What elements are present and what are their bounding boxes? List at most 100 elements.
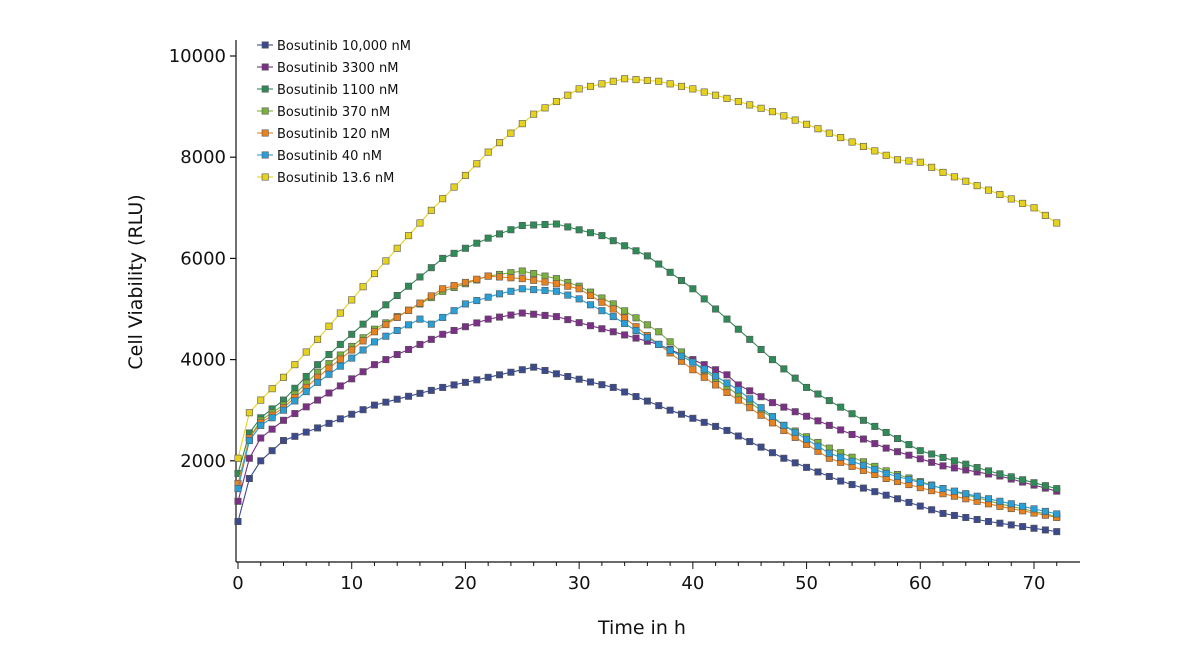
data-point <box>564 316 572 324</box>
data-point <box>632 334 640 342</box>
data-point <box>587 82 595 90</box>
legend-marker <box>261 85 269 93</box>
data-point <box>507 226 515 234</box>
data-point <box>723 94 731 102</box>
data-point <box>348 330 356 338</box>
data-point <box>473 376 481 384</box>
data-point <box>666 346 674 354</box>
data-point <box>575 226 583 234</box>
data-point <box>484 234 492 242</box>
data-point <box>587 229 595 237</box>
data-point <box>677 277 685 285</box>
data-point <box>302 428 310 436</box>
data-point <box>541 220 549 228</box>
data-point <box>746 101 754 109</box>
data-point <box>507 287 515 295</box>
data-point <box>825 129 833 137</box>
data-point <box>575 319 583 327</box>
data-point <box>791 374 799 382</box>
data-point <box>507 274 515 282</box>
data-point <box>530 110 538 118</box>
data-point <box>871 147 879 155</box>
data-point <box>746 335 754 343</box>
series-5 <box>234 285 1061 518</box>
data-point <box>393 327 401 335</box>
legend-label: Bosutinib 1100 nM <box>277 83 399 98</box>
data-point <box>348 346 356 354</box>
data-point <box>1019 502 1027 510</box>
data-point <box>552 220 560 228</box>
data-point <box>814 442 822 450</box>
data-point <box>382 332 390 340</box>
data-point <box>484 272 492 280</box>
data-point <box>359 368 367 376</box>
data-point <box>666 406 674 414</box>
data-point <box>507 311 515 319</box>
data-point <box>1041 211 1049 219</box>
data-point <box>427 206 435 214</box>
data-point <box>405 282 413 290</box>
data-point <box>598 381 606 389</box>
legend-marker <box>261 173 269 181</box>
data-point <box>450 327 458 335</box>
data-point <box>598 307 606 315</box>
data-point <box>746 395 754 403</box>
data-point <box>405 232 413 240</box>
data-point <box>894 495 902 503</box>
data-point <box>666 268 674 276</box>
data-point <box>939 485 947 493</box>
data-point <box>1053 528 1061 536</box>
legend-marker <box>261 63 269 71</box>
data-point <box>712 305 720 313</box>
data-point <box>234 518 242 526</box>
data-point <box>552 313 560 321</box>
legend-label: Bosutinib 40 nM <box>277 149 382 164</box>
data-point <box>461 171 469 179</box>
data-point <box>791 116 799 124</box>
data-point <box>746 387 754 395</box>
data-point <box>370 270 378 278</box>
data-point <box>405 392 413 400</box>
data-point <box>609 328 617 336</box>
x-tick-label: 30 <box>568 573 591 594</box>
data-point <box>450 282 458 290</box>
data-point <box>825 472 833 480</box>
data-point <box>939 509 947 517</box>
data-point <box>598 298 606 306</box>
data-point <box>461 300 469 308</box>
data-point <box>757 345 765 353</box>
legend-label: Bosutinib 10,000 nM <box>277 39 411 54</box>
data-point <box>837 453 845 461</box>
x-tick-label: 0 <box>232 573 243 594</box>
data-point <box>359 283 367 291</box>
data-point <box>734 432 742 440</box>
data-point <box>950 457 958 465</box>
data-point <box>848 410 856 418</box>
y-tick-label: 2000 <box>180 451 226 472</box>
legend-label: Bosutinib 120 nM <box>277 127 390 142</box>
data-point <box>518 366 526 374</box>
data-point <box>336 309 344 317</box>
data-point <box>803 120 811 128</box>
data-point <box>496 230 504 238</box>
data-point <box>496 371 504 379</box>
data-point <box>985 467 993 475</box>
data-point <box>587 378 595 386</box>
data-point <box>916 158 924 166</box>
x-tick-label: 60 <box>909 573 932 594</box>
data-point <box>666 80 674 88</box>
data-point <box>234 497 242 505</box>
data-point <box>484 148 492 156</box>
data-point <box>996 191 1004 199</box>
data-point <box>643 76 651 84</box>
data-point <box>450 183 458 191</box>
data-point <box>689 366 697 374</box>
x-axis-title: Time in h <box>597 617 686 639</box>
data-point <box>1053 510 1061 518</box>
data-point <box>757 411 765 419</box>
data-point <box>416 340 424 348</box>
series-6 <box>234 75 1061 462</box>
data-point <box>575 285 583 293</box>
data-point <box>814 125 822 133</box>
data-point <box>700 418 708 426</box>
